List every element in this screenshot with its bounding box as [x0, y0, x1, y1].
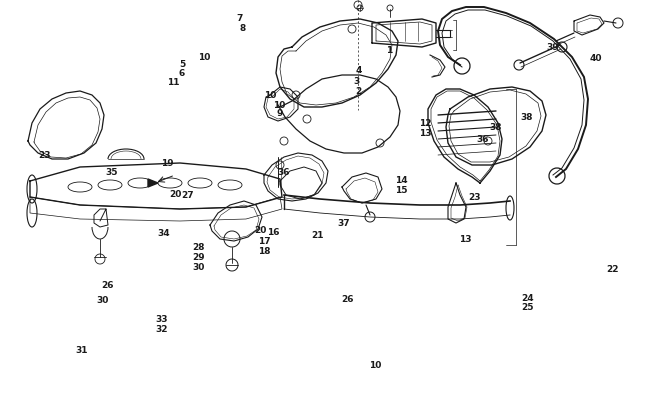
Text: 30: 30 [192, 262, 205, 271]
Text: 10: 10 [264, 90, 277, 99]
Text: 35: 35 [105, 168, 118, 177]
Text: 20: 20 [169, 189, 182, 198]
Text: 23: 23 [468, 192, 481, 201]
Text: 37: 37 [337, 218, 350, 227]
Text: 38: 38 [520, 113, 533, 122]
Text: 7: 7 [236, 14, 242, 23]
Text: 21: 21 [311, 230, 324, 239]
Text: 12: 12 [419, 119, 432, 128]
Text: 36: 36 [476, 135, 489, 144]
Text: 10: 10 [198, 53, 211, 62]
Text: 4: 4 [356, 66, 362, 75]
Text: 2: 2 [356, 87, 362, 96]
Text: 27: 27 [181, 191, 194, 200]
Text: 22: 22 [606, 264, 619, 273]
Text: 13: 13 [459, 234, 472, 243]
Text: 15: 15 [395, 185, 408, 194]
Text: 18: 18 [257, 247, 270, 256]
Text: 33: 33 [155, 314, 168, 323]
Text: 26: 26 [341, 294, 354, 303]
Text: 29: 29 [192, 252, 205, 261]
Text: 19: 19 [161, 158, 174, 167]
Text: 10: 10 [273, 101, 286, 110]
Text: 11: 11 [166, 77, 179, 86]
Text: 23: 23 [38, 150, 51, 159]
Text: 10: 10 [369, 360, 382, 369]
Text: 30: 30 [96, 295, 109, 304]
Text: 17: 17 [257, 237, 270, 246]
Text: 8: 8 [240, 24, 246, 33]
Text: 25: 25 [521, 303, 534, 311]
Text: 6: 6 [179, 68, 185, 77]
Text: 32: 32 [155, 324, 168, 333]
Text: 14: 14 [395, 175, 408, 184]
Text: 40: 40 [589, 54, 602, 63]
Text: 16: 16 [266, 227, 280, 236]
Text: 9: 9 [276, 109, 283, 118]
Text: 20: 20 [254, 226, 266, 234]
Text: 13: 13 [419, 128, 432, 137]
Text: 24: 24 [521, 293, 534, 302]
Text: 36: 36 [277, 167, 290, 176]
Text: 34: 34 [157, 229, 170, 238]
Polygon shape [148, 179, 158, 188]
Text: 39: 39 [546, 43, 559, 51]
Text: 31: 31 [75, 345, 88, 354]
Text: 26: 26 [101, 281, 114, 290]
Text: 28: 28 [192, 243, 205, 252]
Text: 3: 3 [353, 77, 359, 85]
Text: 38: 38 [489, 123, 502, 132]
Text: 5: 5 [179, 60, 185, 68]
Text: 1: 1 [385, 46, 392, 55]
